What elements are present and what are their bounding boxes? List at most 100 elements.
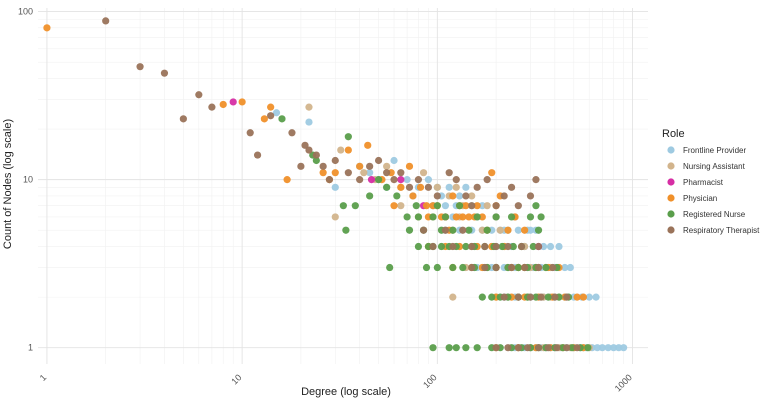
point-respiratory-therapist: [441, 226, 450, 234]
point-respiratory-therapist: [397, 169, 405, 177]
point-frontline-provider: [585, 293, 593, 301]
point-respiratory-therapist: [445, 169, 453, 177]
point-registered-nurse: [312, 156, 320, 165]
point-respiratory-therapist: [481, 263, 489, 272]
point-frontline-provider: [546, 242, 555, 251]
point-respiratory-therapist: [517, 242, 526, 251]
point-registered-nurse: [459, 263, 467, 272]
point-pharmacist: [367, 176, 376, 184]
legend-label-frontline-provider: Frontline Provider: [683, 146, 746, 155]
point-registered-nurse: [532, 293, 540, 301]
y-tick-label: 10: [23, 175, 33, 185]
legend-key-pharmacist: [667, 178, 675, 186]
point-respiratory-therapist: [492, 263, 500, 272]
point-physician: [416, 183, 425, 191]
point-physician: [465, 213, 473, 221]
point-physician: [364, 141, 372, 149]
point-registered-nurse: [455, 202, 464, 210]
point-respiratory-therapist: [383, 169, 391, 177]
point-respiratory-therapist: [553, 344, 561, 352]
point-respiratory-therapist: [102, 17, 110, 25]
legend-key-respiratory-therapist: [667, 226, 675, 234]
point-respiratory-therapist: [492, 344, 500, 352]
point-registered-nurse: [414, 213, 423, 221]
legend-key-registered-nurse: [667, 210, 675, 218]
point-registered-nurse: [509, 242, 517, 251]
point-frontline-provider: [272, 109, 281, 117]
point-respiratory-therapist: [297, 162, 305, 170]
point-respiratory-therapist: [419, 226, 428, 234]
point-registered-nurse: [473, 344, 481, 352]
point-respiratory-therapist: [551, 293, 559, 301]
point-registered-nurse: [478, 293, 486, 301]
point-registered-nurse: [507, 213, 516, 221]
point-registered-nurse: [465, 226, 473, 234]
data-points: [43, 17, 628, 352]
point-registered-nurse: [403, 213, 411, 221]
point-registered-nurse: [534, 226, 543, 234]
point-frontline-provider: [366, 169, 374, 177]
point-respiratory-therapist: [573, 344, 581, 352]
point-registered-nurse: [473, 213, 481, 221]
x-tick-label: 10: [229, 372, 243, 386]
point-registered-nurse: [462, 242, 470, 251]
point-respiratory-therapist: [507, 263, 516, 272]
point-physician: [504, 226, 512, 234]
point-registered-nurse: [383, 183, 391, 191]
point-frontline-provider: [620, 344, 628, 352]
point-respiratory-therapist: [534, 344, 543, 352]
point-respiratory-therapist: [526, 293, 535, 301]
point-respiratory-therapist: [492, 242, 500, 251]
point-nursing-assistant: [468, 192, 476, 200]
point-respiratory-therapist: [473, 183, 481, 191]
legend-label-registered-nurse: Registered Nurse: [683, 210, 746, 219]
point-registered-nurse: [492, 213, 500, 221]
point-respiratory-therapist: [179, 115, 187, 123]
point-respiratory-therapist: [356, 176, 364, 184]
point-frontline-provider: [593, 344, 601, 352]
point-respiratory-therapist: [526, 192, 535, 200]
point-registered-nurse: [568, 344, 576, 352]
point-respiratory-therapist: [504, 242, 512, 251]
point-respiratory-therapist: [433, 192, 441, 200]
point-physician: [462, 202, 470, 210]
point-registered-nurse: [462, 344, 470, 352]
point-physician: [43, 24, 51, 32]
point-registered-nurse: [429, 344, 437, 352]
point-registered-nurse: [412, 202, 420, 210]
point-registered-nurse: [278, 115, 286, 123]
point-respiratory-therapist: [160, 69, 169, 77]
point-respiratory-therapist: [312, 151, 320, 159]
point-registered-nurse: [344, 133, 352, 141]
point-nursing-assistant: [337, 146, 345, 154]
point-registered-nurse: [532, 202, 540, 210]
legend-key-nursing-assistant: [667, 162, 675, 170]
point-registered-nurse: [445, 344, 453, 352]
point-registered-nurse: [339, 202, 347, 210]
point-registered-nurse: [405, 226, 414, 234]
point-frontline-provider: [331, 183, 339, 191]
point-registered-nurse: [526, 213, 535, 221]
point-nursing-assistant: [452, 183, 460, 191]
point-registered-nurse: [342, 226, 350, 234]
x-tick-label: 1000: [613, 372, 634, 393]
point-frontline-provider: [610, 344, 618, 352]
point-respiratory-therapist: [246, 129, 254, 137]
point-physician: [331, 169, 339, 177]
point-frontline-provider: [555, 242, 563, 251]
point-respiratory-therapist: [374, 156, 383, 165]
point-respiratory-therapist: [136, 63, 144, 71]
point-nursing-assistant: [433, 183, 441, 191]
point-registered-nurse: [437, 242, 446, 251]
point-respiratory-therapist: [537, 293, 545, 301]
point-nursing-assistant: [305, 103, 313, 111]
point-nursing-assistant: [449, 293, 457, 301]
point-physician: [409, 192, 417, 200]
point-frontline-provider: [441, 202, 450, 210]
point-respiratory-therapist: [507, 183, 516, 191]
x-axis-title: Degree (log scale): [301, 386, 391, 398]
point-physician: [283, 176, 291, 184]
point-registered-nurse: [422, 263, 431, 272]
axes: 1 10 100 1000 1 10 100: [18, 7, 634, 394]
point-respiratory-therapist: [325, 176, 334, 184]
